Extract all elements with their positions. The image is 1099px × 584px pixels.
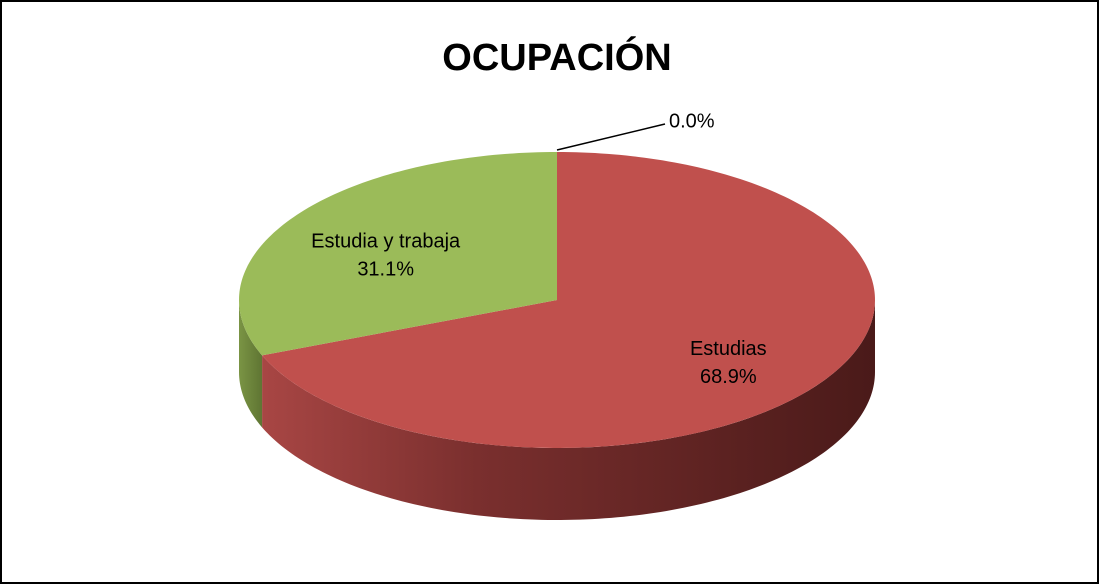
slice-side bbox=[262, 300, 875, 520]
leader-line bbox=[556, 123, 666, 151]
data-label: 0.0% bbox=[669, 110, 715, 132]
slice bbox=[239, 152, 557, 356]
slice bbox=[262, 152, 875, 448]
data-label: 68.9% bbox=[700, 366, 757, 388]
category-label: Estudias bbox=[690, 338, 767, 360]
slice-side bbox=[239, 300, 263, 428]
category-label: Estudia y trabaja bbox=[311, 230, 461, 252]
chart-title: OCUPACIÓN bbox=[442, 35, 671, 79]
data-label: 31.1% bbox=[357, 258, 414, 280]
